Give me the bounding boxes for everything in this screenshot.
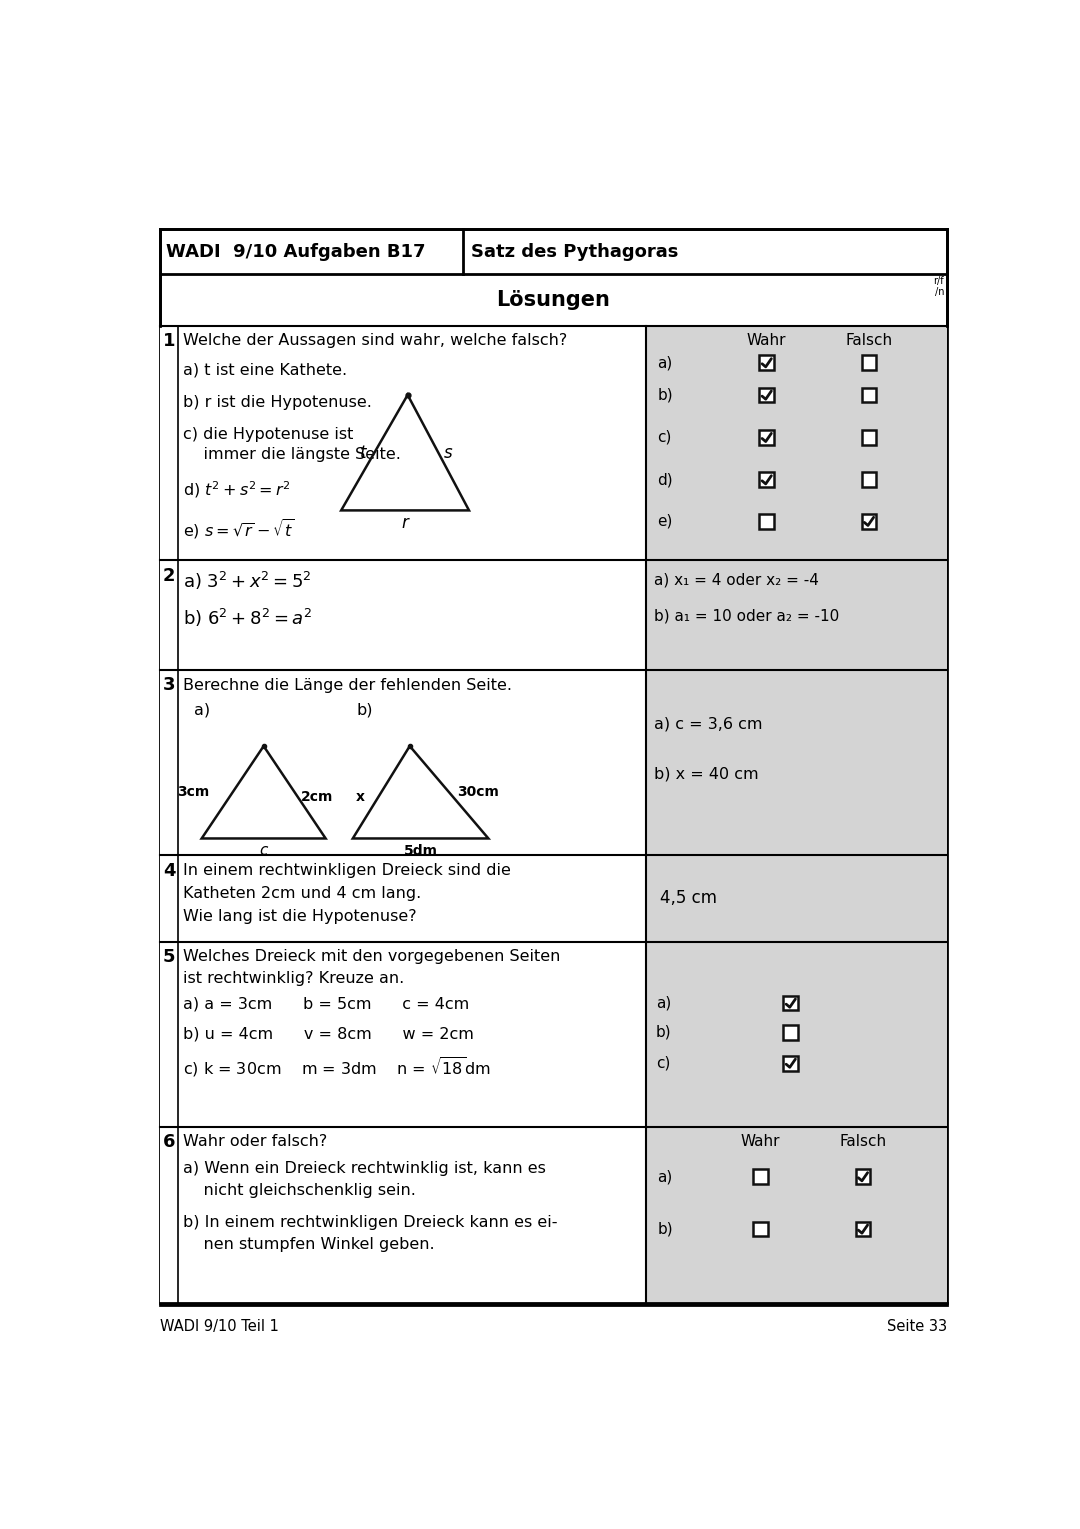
- Text: a) c = 3,6 cm: a) c = 3,6 cm: [654, 717, 762, 731]
- Bar: [759, 355, 774, 370]
- Text: 6: 6: [163, 1133, 175, 1151]
- Text: Wahr: Wahr: [747, 333, 786, 349]
- Text: b) u = 4cm      v = 8cm      w = 2cm: b) u = 4cm v = 8cm w = 2cm: [183, 1026, 474, 1041]
- Bar: [862, 472, 876, 488]
- Text: 5: 5: [163, 948, 175, 966]
- Bar: [647, 670, 947, 855]
- Text: Welches Dreieck mit den vorgegebenen Seiten
ist rechtwinklig? Kreuze an.: Welches Dreieck mit den vorgegebenen Sei…: [183, 950, 561, 986]
- Text: 30cm: 30cm: [457, 786, 499, 800]
- Text: Satz des Pythagoras: Satz des Pythagoras: [471, 243, 678, 260]
- Text: b) a₁ = 10 oder a₂ = -10: b) a₁ = 10 oder a₂ = -10: [654, 609, 839, 624]
- Text: e) $s = \sqrt{r} - \sqrt{t}$: e) $s = \sqrt{r} - \sqrt{t}$: [183, 517, 295, 541]
- Text: d): d): [658, 472, 673, 488]
- Bar: [160, 855, 647, 942]
- Text: e): e): [658, 514, 673, 529]
- Bar: [759, 388, 774, 402]
- Text: 3: 3: [163, 676, 175, 694]
- Text: b) x = 40 cm: b) x = 40 cm: [654, 766, 759, 781]
- Text: x: x: [355, 790, 365, 804]
- Text: r/f
/n: r/f /n: [933, 277, 944, 297]
- Text: WADI 9/10 Teil 1: WADI 9/10 Teil 1: [160, 1320, 279, 1335]
- Text: s: s: [443, 443, 451, 462]
- Text: Welche der Aussagen sind wahr, welche falsch?: Welche der Aussagen sind wahr, welche fa…: [183, 333, 567, 349]
- Bar: [647, 942, 947, 1127]
- Text: b): b): [658, 1222, 673, 1237]
- Text: WADI  9/10 Aufgaben B17: WADI 9/10 Aufgaben B17: [166, 243, 426, 260]
- Text: a): a): [658, 1170, 673, 1185]
- Bar: [754, 1222, 768, 1237]
- Bar: [862, 514, 876, 529]
- Bar: [783, 1057, 798, 1070]
- Text: b) In einem rechtwinkligen Dreieck kann es ei-
    nen stumpfen Winkel geben.: b) In einem rechtwinkligen Dreieck kann …: [183, 1216, 557, 1252]
- Bar: [855, 1222, 870, 1237]
- Text: c) k = 30cm    m = 3dm    n = $\sqrt{18}$dm: c) k = 30cm m = 3dm n = $\sqrt{18}$dm: [183, 1055, 490, 1079]
- Text: a) $3^2 + x^2 = 5^2$: a) $3^2 + x^2 = 5^2$: [183, 570, 311, 592]
- Text: a) Wenn ein Dreieck rechtwinklig ist, kann es
    nicht gleichschenklig sein.: a) Wenn ein Dreieck rechtwinklig ist, ka…: [183, 1162, 545, 1197]
- Text: 5dm: 5dm: [404, 844, 437, 858]
- Bar: [754, 1170, 768, 1183]
- Text: a): a): [656, 995, 671, 1011]
- Text: a): a): [194, 703, 210, 717]
- Bar: [759, 472, 774, 488]
- Text: c): c): [656, 1055, 670, 1070]
- Bar: [862, 430, 876, 445]
- Text: d) $t^2 + s^2 = r^2$: d) $t^2 + s^2 = r^2$: [183, 480, 291, 500]
- Text: Wahr: Wahr: [741, 1135, 781, 1150]
- Bar: [160, 670, 647, 855]
- Bar: [647, 561, 947, 670]
- Text: Lösungen: Lösungen: [497, 291, 610, 310]
- Bar: [160, 326, 647, 561]
- Text: b): b): [656, 1024, 672, 1040]
- Text: Wahr oder falsch?: Wahr oder falsch?: [183, 1135, 327, 1150]
- Text: t: t: [361, 443, 367, 462]
- Bar: [783, 995, 798, 1011]
- Bar: [759, 430, 774, 445]
- Bar: [160, 942, 647, 1127]
- Text: b) $6^2 + 8^2 = a^2$: b) $6^2 + 8^2 = a^2$: [183, 607, 312, 628]
- Text: a) x₁ = 4 oder x₂ = -4: a) x₁ = 4 oder x₂ = -4: [654, 573, 819, 587]
- Text: Berechne die Länge der fehlenden Seite.: Berechne die Länge der fehlenden Seite.: [183, 677, 512, 693]
- Text: b): b): [356, 703, 374, 717]
- Text: immer die längste Seite.: immer die längste Seite.: [183, 448, 401, 462]
- Bar: [862, 355, 876, 370]
- Bar: [759, 514, 774, 529]
- Text: Falsch: Falsch: [846, 333, 892, 349]
- Bar: [783, 1024, 798, 1040]
- Bar: [160, 1127, 647, 1303]
- Bar: [862, 388, 876, 402]
- Text: In einem rechtwinkligen Dreieck sind die
Katheten 2cm und 4 cm lang.
Wie lang is: In einem rechtwinkligen Dreieck sind die…: [183, 862, 511, 924]
- Text: b): b): [658, 387, 673, 402]
- Text: c: c: [259, 844, 268, 858]
- Bar: [647, 855, 947, 942]
- Text: 1: 1: [163, 332, 175, 350]
- Text: b) r ist die Hypotenuse.: b) r ist die Hypotenuse.: [183, 394, 372, 410]
- Text: a) a = 3cm      b = 5cm      c = 4cm: a) a = 3cm b = 5cm c = 4cm: [183, 997, 470, 1012]
- Bar: [160, 561, 647, 670]
- Bar: [647, 1127, 947, 1303]
- Text: a): a): [658, 355, 673, 370]
- Text: c): c): [658, 430, 672, 445]
- Text: 4,5 cm: 4,5 cm: [660, 890, 717, 908]
- Text: c) die Hypotenuse ist: c) die Hypotenuse ist: [183, 428, 353, 442]
- Text: 2: 2: [163, 567, 175, 584]
- Bar: [647, 326, 947, 561]
- Text: Seite 33: Seite 33: [887, 1320, 947, 1335]
- Text: 4: 4: [163, 861, 175, 879]
- Text: r: r: [402, 514, 408, 532]
- Bar: [855, 1170, 870, 1183]
- Text: Falsch: Falsch: [839, 1135, 887, 1150]
- Text: a) t ist eine Kathete.: a) t ist eine Kathete.: [183, 362, 347, 378]
- Text: 2cm: 2cm: [301, 790, 334, 804]
- Text: 3cm: 3cm: [177, 786, 210, 800]
